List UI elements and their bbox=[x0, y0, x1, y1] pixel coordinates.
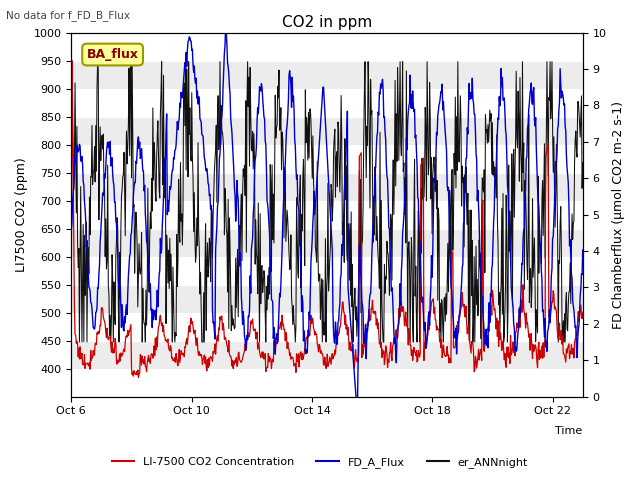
Bar bbox=[71, 60, 583, 89]
Bar bbox=[71, 117, 583, 144]
Bar bbox=[71, 228, 583, 257]
Bar bbox=[71, 173, 583, 201]
Y-axis label: FD Chamberflux (μmol CO2 m-2 s-1): FD Chamberflux (μmol CO2 m-2 s-1) bbox=[612, 101, 625, 329]
Legend: LI-7500 CO2 Concentration, FD_A_Flux, er_ANNnight: LI-7500 CO2 Concentration, FD_A_Flux, er… bbox=[108, 452, 532, 472]
Text: BA_flux: BA_flux bbox=[86, 48, 139, 61]
Text: Time: Time bbox=[556, 426, 583, 436]
Title: CO2 in ppm: CO2 in ppm bbox=[282, 15, 372, 30]
Y-axis label: LI7500 CO2 (ppm): LI7500 CO2 (ppm) bbox=[15, 157, 28, 272]
Text: No data for f_FD_B_Flux: No data for f_FD_B_Flux bbox=[6, 10, 131, 21]
Bar bbox=[71, 341, 583, 369]
Bar bbox=[71, 285, 583, 312]
